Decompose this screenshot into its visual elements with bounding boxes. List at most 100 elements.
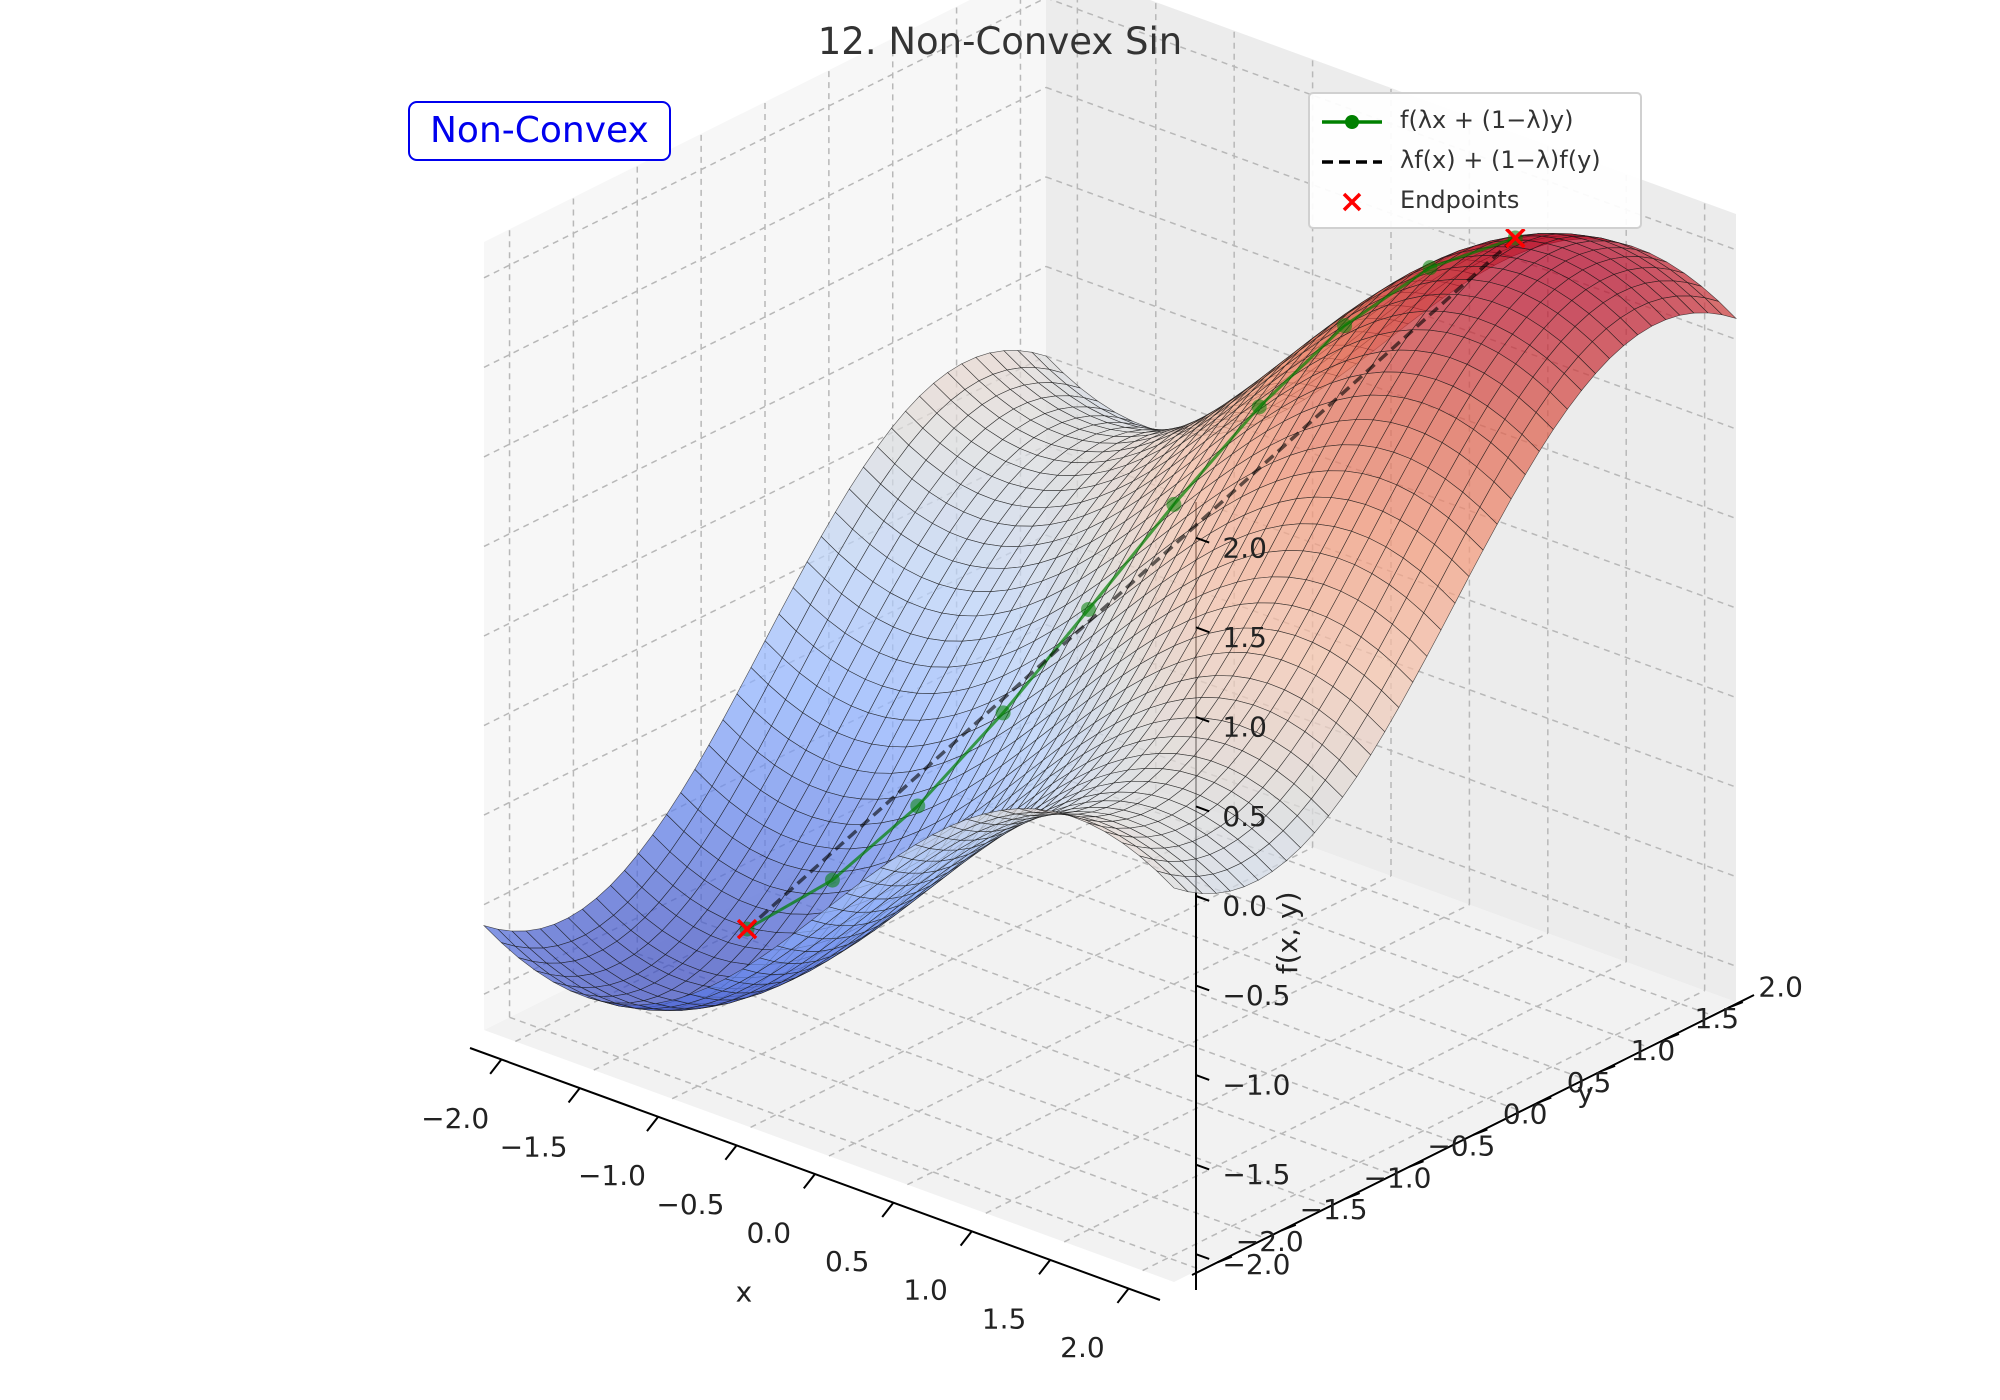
legend: f(λx + (1−λ)y) λf(x) + (1−λ)f(y) Endpoin… — [1308, 92, 1642, 229]
x-tick-label: 0.5 — [825, 1245, 870, 1278]
x-tick — [1038, 1259, 1052, 1275]
x-axis-label: x — [736, 1275, 753, 1308]
y-tick-label: −2.0 — [1236, 1225, 1304, 1258]
legend-entry-dashed-line: λf(x) + (1−λ)f(y) — [1310, 144, 1640, 180]
non-convex-annotation: Non-Convex — [408, 101, 671, 161]
gridline — [483, 0, 1044, 279]
gridline — [1063, 961, 1627, 1243]
x-tick — [646, 1116, 659, 1132]
legend-label: f(λx + (1−λ)y) — [1400, 106, 1574, 134]
endpoint-stroke — [1505, 227, 1526, 249]
x-tick-label: −2.0 — [421, 1102, 489, 1135]
y-tick — [1217, 1255, 1233, 1264]
x-tick-label: −1.0 — [578, 1159, 646, 1192]
x-tick-label: 1.5 — [982, 1302, 1027, 1335]
y-tick-label: −1.5 — [1300, 1193, 1368, 1226]
x-tick — [803, 1173, 816, 1190]
legend-entry-green-line: f(λx + (1−λ)y) — [1310, 104, 1640, 140]
x-tick-label: 2.0 — [1060, 1331, 1105, 1364]
gridline — [483, 265, 1047, 548]
z-tick-label: 2.0 — [1222, 531, 1267, 564]
interpolated-point — [1081, 601, 1096, 617]
x-tick — [959, 1230, 973, 1247]
endpoint-marker — [736, 918, 758, 940]
z-tick-label: 0.5 — [1222, 800, 1267, 833]
interpolated-point — [1251, 399, 1267, 415]
y-tick — [1472, 1128, 1488, 1136]
y-tick — [1728, 1001, 1744, 1009]
interpolated-point — [1166, 496, 1182, 512]
legend-label: λf(x) + (1−λ)f(y) — [1400, 146, 1601, 174]
z-tick — [1195, 805, 1210, 813]
x-tick — [881, 1202, 895, 1218]
z-tick — [1195, 984, 1210, 992]
y-tick — [1281, 1223, 1297, 1232]
x-tick-label: 1.0 — [903, 1274, 948, 1307]
gridline — [483, 444, 1047, 727]
y-tick — [1600, 1064, 1616, 1073]
z-tick — [1195, 626, 1210, 634]
x-tick — [1116, 1287, 1130, 1304]
green-line-swatch-icon — [1322, 115, 1382, 129]
interpolated-line — [746, 236, 1516, 931]
z-tick — [1195, 1074, 1210, 1081]
gridline — [1142, 989, 1705, 1272]
x-marker-swatch-icon — [1342, 192, 1362, 212]
chart-title: 12. Non-Convex Sin — [817, 20, 1183, 63]
chord-line — [745, 236, 1517, 931]
gridline — [483, 355, 1047, 637]
gridline — [509, 1016, 1200, 1270]
z-tick-label: −2.0 — [1222, 1248, 1290, 1281]
z-tick-label: 1.0 — [1222, 711, 1267, 744]
y-tick-label: 0.0 — [1503, 1098, 1548, 1131]
gridline — [828, 857, 1520, 1111]
z-tick-label: 1.5 — [1222, 621, 1267, 654]
endpoint-marker — [1505, 227, 1526, 249]
gridline — [985, 932, 1549, 1214]
tick-labels: −2.0−2.0−2.0−1.5−1.5−1.5−1.0 −1.0−1.0−0.5… — [421, 531, 1803, 1364]
y-tick-label: −1.0 — [1363, 1161, 1431, 1194]
interpolated-point — [1337, 318, 1353, 334]
gridline — [764, 889, 1456, 1143]
z-tick-label: −1.5 — [1222, 1158, 1290, 1191]
interpolated-point — [824, 872, 840, 888]
y-tick — [1536, 1096, 1552, 1105]
interpolated-point — [995, 705, 1011, 721]
z-axis-label: f(x, y) — [1271, 891, 1304, 974]
gridline — [483, 176, 1047, 458]
y-tick — [1344, 1192, 1361, 1200]
y-tick — [1408, 1160, 1424, 1168]
dashed-line-swatch-icon — [1322, 160, 1382, 164]
legend-label: Endpoints — [1400, 186, 1520, 214]
z-tick-label: 0.0 — [1222, 890, 1267, 923]
x-tick — [489, 1058, 503, 1075]
y-axis-label: y — [1577, 1076, 1594, 1109]
z-tick — [1195, 1253, 1210, 1260]
x-tick-label: −1.5 — [500, 1130, 568, 1163]
z-tick — [1195, 1163, 1210, 1171]
y-tick-label: 1.5 — [1695, 1002, 1740, 1035]
interpolated-point — [1422, 260, 1438, 276]
z-tick — [1195, 715, 1210, 723]
surface-facet — [1155, 870, 1190, 893]
x-tick-label: −0.5 — [656, 1188, 724, 1221]
x-tick — [724, 1144, 738, 1161]
x-tick-label: 0.0 — [747, 1216, 792, 1249]
gridline — [907, 903, 1470, 1186]
gridline — [483, 86, 1047, 369]
legend-entry-endpoints: Endpoints — [1310, 184, 1640, 220]
y-tick-label: 0.5 — [1567, 1066, 1612, 1099]
endpoint-stroke — [736, 918, 758, 940]
y-tick-label: −0.5 — [1427, 1130, 1495, 1163]
z-tick-label: −0.5 — [1222, 979, 1290, 1012]
z-tick-label: −1.0 — [1222, 1069, 1290, 1102]
gridline — [892, 825, 1583, 1080]
z-tick — [1195, 536, 1210, 544]
gridline — [750, 846, 1313, 1129]
gridline — [956, 793, 1647, 1048]
y-tick-label: 1.0 — [1631, 1034, 1676, 1067]
y-tick — [1664, 1033, 1680, 1041]
series-layer — [736, 227, 1526, 940]
interpolated-point — [910, 798, 926, 814]
